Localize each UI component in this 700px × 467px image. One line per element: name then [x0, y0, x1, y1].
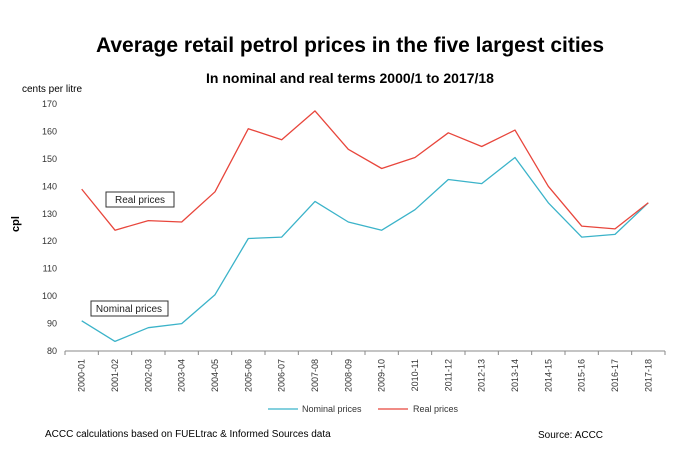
- footnote: ACCC calculations based on FUELtrac & In…: [45, 429, 331, 440]
- annotation-box-nominal: [90, 300, 169, 317]
- y-tick-label: 80: [47, 346, 57, 356]
- y-tick-label: 150: [42, 154, 57, 164]
- x-tick-label: 2001-02: [110, 359, 120, 392]
- series-lines: [81, 110, 649, 343]
- series-line-real: [81, 110, 649, 231]
- x-tick-label: 2012-13: [477, 359, 487, 392]
- x-tick-label: 2003-04: [177, 359, 187, 392]
- x-tick-label: 2017-18: [643, 359, 653, 392]
- x-tick-label: 2009-10: [377, 359, 387, 392]
- y-tick-labels: 80 90 100 110 120 130 140 150 160 170: [42, 99, 57, 356]
- x-tick-label: 2014-15: [543, 359, 553, 392]
- annotation-nominal-prices: Nominal prices: [96, 304, 162, 315]
- chart-title: Average retail petrol prices in the five…: [95, 34, 605, 57]
- y-tick-label: 140: [42, 181, 57, 191]
- chart-subtitle: In nominal and real terms 2000/1 to 2017…: [206, 70, 494, 86]
- y-tick-label: 170: [42, 99, 57, 109]
- x-tick-label: 2010-11: [410, 359, 420, 391]
- y-tick-label: 100: [42, 291, 57, 301]
- x-tick-label: 2004-05: [210, 359, 220, 392]
- legend: Nominal prices Real prices: [268, 404, 459, 414]
- x-tick-label: 2006-07: [277, 359, 287, 392]
- y-tick-label: 120: [42, 236, 57, 246]
- chart-axes: [64, 350, 666, 355]
- x-tick-labels: 2000-01 2001-02 2002-03 2003-04 2004-05 2005-…: [77, 359, 654, 392]
- annotations: Real prices Nominal prices: [90, 191, 175, 317]
- x-tick-label: 2002-03: [143, 359, 153, 392]
- x-tick-label: 2007-08: [310, 359, 320, 392]
- x-tick-label: 2000-01: [77, 359, 87, 392]
- x-tick-label: 2016-17: [610, 359, 620, 392]
- y-tick-label: 130: [42, 209, 57, 219]
- annotation-box-real: [105, 191, 175, 208]
- x-tick-label: 2015-16: [577, 359, 587, 392]
- annotation-real-prices: Real prices: [115, 195, 165, 206]
- x-tick-label: 2005-06: [243, 359, 253, 392]
- y-tick-label: 110: [43, 264, 57, 274]
- legend-label-real: Real prices: [413, 404, 459, 414]
- y-tick-label: 90: [47, 319, 57, 329]
- unit-label: cents per litre: [22, 84, 83, 95]
- y-tick-label: 160: [42, 126, 57, 136]
- x-tick-label: 2013-14: [510, 359, 520, 392]
- source-label: Source: ACCC: [538, 430, 604, 441]
- legend-label-nominal: Nominal prices: [302, 404, 362, 414]
- x-tick-label: 2008-09: [343, 359, 353, 392]
- series-line-nominal: [81, 156, 649, 343]
- x-tick-label: 2011-12: [443, 359, 453, 391]
